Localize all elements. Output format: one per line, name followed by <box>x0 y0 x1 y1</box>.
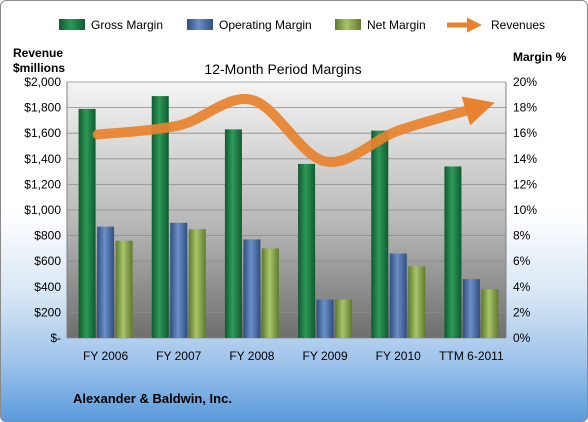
legend-label: Revenues <box>491 18 545 32</box>
legend-swatch-operating-margin <box>187 19 213 30</box>
bar-net-margin <box>188 229 206 338</box>
right-tick-label: 12% <box>513 177 537 191</box>
category-label: FY 2008 <box>229 349 274 363</box>
bar-net-margin <box>481 289 499 338</box>
axis-ticks: $- 0% $200 2% $400 4% $600 6% $800 8% $1,000 10% $1,… <box>24 75 537 363</box>
category-label: TTM 6-2011 <box>439 349 504 363</box>
right-tick-label: 0% <box>513 331 531 345</box>
left-tick-label: $800 <box>34 229 61 243</box>
legend-swatch-gross-margin <box>59 19 85 30</box>
left-tick-label: $- <box>50 331 61 345</box>
bar-net-margin <box>261 248 279 338</box>
bar-net-margin <box>408 266 426 338</box>
legend-label: Net Margin <box>367 18 426 32</box>
right-tick-label: 16% <box>513 126 537 140</box>
left-tick-label: $400 <box>34 280 61 294</box>
right-tick-label: 18% <box>513 101 537 115</box>
legend: Gross Margin Operating Margin Net Margin Re… <box>59 17 545 33</box>
right-tick-label: 14% <box>513 152 537 166</box>
right-tick-label: 20% <box>513 75 537 89</box>
bar-operating-margin <box>97 226 115 338</box>
category-label: FY 2009 <box>303 349 348 363</box>
left-axis-label-line2: $millions <box>13 61 65 75</box>
left-tick-label: $1,400 <box>24 152 61 166</box>
right-tick-label: 8% <box>513 229 531 243</box>
bar-operating-margin <box>389 253 407 338</box>
legend-swatch-net-margin <box>335 19 361 30</box>
revenue-line <box>92 94 495 167</box>
legend-label: Gross Margin <box>91 18 163 32</box>
category-label: FY 2006 <box>83 349 128 363</box>
company-name: Alexander & Baldwin, Inc. <box>73 391 232 406</box>
bar-net-margin <box>115 240 133 338</box>
left-tick-label: $2,000 <box>24 75 61 89</box>
bar-operating-margin <box>316 299 334 338</box>
bars <box>78 96 499 338</box>
bar-gross-margin <box>151 96 169 338</box>
right-tick-label: 6% <box>513 254 531 268</box>
left-tick-label: $1,600 <box>24 126 61 140</box>
legend-label: Operating Margin <box>219 18 312 32</box>
bar-gross-margin <box>298 163 316 338</box>
right-tick-label: 2% <box>513 305 531 319</box>
left-tick-label: $600 <box>34 254 61 268</box>
left-tick-label: $200 <box>34 305 61 319</box>
revenue-line-path <box>92 94 495 167</box>
category-label: FY 2007 <box>156 349 201 363</box>
bar-operating-margin <box>170 222 188 338</box>
bar-gross-margin <box>371 130 389 338</box>
bar-gross-margin <box>444 166 462 338</box>
right-axis-label: Margin % <box>513 50 567 64</box>
bar-operating-margin <box>243 239 261 338</box>
left-tick-label: $1,800 <box>24 101 61 115</box>
bar-gross-margin <box>224 129 242 338</box>
left-tick-label: $1,000 <box>24 203 61 217</box>
left-tick-label: $1,200 <box>24 177 61 191</box>
chart-title: 12-Month Period Margins <box>204 61 361 77</box>
right-tick-label: 4% <box>513 280 531 294</box>
left-axis-label-line1: Revenue <box>13 46 63 60</box>
bar-net-margin <box>335 299 353 338</box>
category-label: FY 2010 <box>376 349 421 363</box>
bar-gross-margin <box>78 108 96 338</box>
right-tick-label: 10% <box>513 203 537 217</box>
bar-operating-margin <box>462 279 480 338</box>
